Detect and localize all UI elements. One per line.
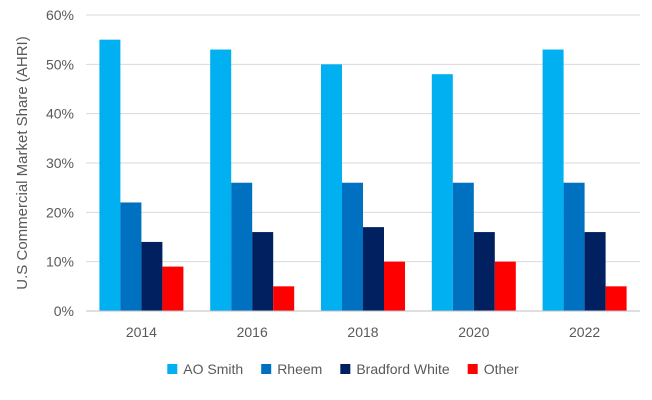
legend-label-ao-smith: AO Smith	[183, 361, 243, 377]
bar-bradford-white	[584, 232, 606, 311]
x-tick-label: 2018	[347, 324, 378, 340]
x-tick-label: 2016	[237, 324, 268, 340]
bar-bradford-white	[252, 232, 274, 311]
bar-ao-smith	[99, 39, 121, 312]
x-tick-label: 2022	[569, 324, 600, 340]
bar-rheem	[563, 182, 585, 311]
legend-swatch-ao-smith	[167, 364, 178, 374]
x-axis-ticks: 2014 2016 2018 2020 2022	[126, 324, 601, 340]
bar-bradford-white	[363, 227, 384, 311]
legend-swatch-bradford-white	[340, 364, 351, 374]
bar-rheem	[452, 182, 474, 311]
bar-other	[273, 286, 295, 311]
bar-other	[494, 261, 516, 311]
bar-other	[384, 261, 405, 311]
bar-bradford-white	[473, 232, 495, 311]
y-tick-label: 40%	[46, 106, 74, 122]
bar-bradford-white	[141, 241, 163, 311]
bar-rheem	[231, 182, 253, 311]
legend-label-rheem: Rheem	[277, 361, 322, 377]
y-tick-label: 50%	[46, 56, 74, 72]
x-tick-label: 2020	[458, 324, 489, 340]
legend-swatch-rheem	[261, 364, 272, 374]
bar-ao-smith	[542, 49, 564, 312]
bar-rheem	[342, 182, 363, 311]
legend-label-other: Other	[484, 361, 519, 377]
legend-label-bradford-white: Bradford White	[356, 361, 450, 377]
bars	[99, 39, 627, 312]
y-tick-label: 0%	[54, 303, 74, 319]
y-tick-label: 10%	[46, 254, 74, 270]
y-tick-label: 30%	[46, 155, 74, 171]
y-tick-label: 60%	[46, 7, 74, 23]
x-tick-label: 2014	[126, 324, 157, 340]
y-axis-ticks: 0% 10% 20% 30% 40% 50% 60%	[46, 7, 74, 319]
y-axis-title: U.S Commercial Market Share (AHRI)	[14, 36, 31, 289]
bar-other	[605, 286, 627, 311]
legend-swatch-other	[467, 364, 478, 374]
legend: AO Smith Rheem Bradford White Other	[167, 361, 519, 377]
bar-rheem	[120, 202, 142, 311]
bar-ao-smith	[431, 74, 453, 311]
bar-ao-smith	[321, 64, 342, 311]
y-tick-label: 20%	[46, 204, 74, 220]
bar-other	[162, 266, 184, 311]
bar-ao-smith	[210, 49, 232, 312]
